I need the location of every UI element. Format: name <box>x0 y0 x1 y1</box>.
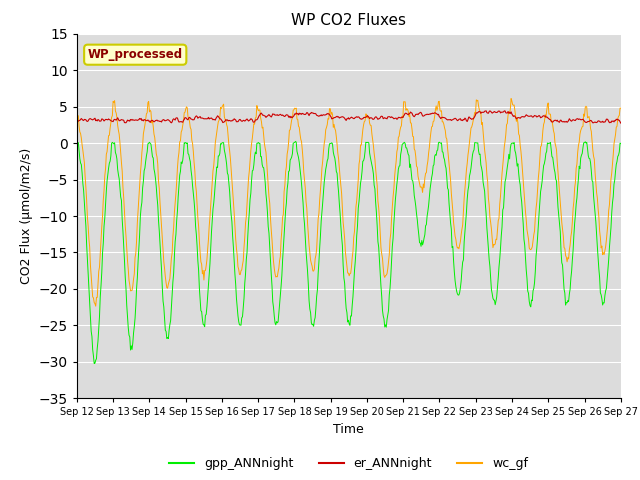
wc_gf <box>73 112 81 118</box>
er_ANNnight <box>223 118 230 123</box>
gpp_ANNnight <box>417 240 424 246</box>
Y-axis label: CO2 Flux (μmol/m2/s): CO2 Flux (μmol/m2/s) <box>20 148 33 284</box>
gpp_ANNnight <box>83 241 90 247</box>
wc_gf <box>431 107 439 112</box>
wc_gf <box>83 197 90 203</box>
er_ANNnight <box>194 115 202 121</box>
wc_gf <box>223 124 231 130</box>
gpp_ANNnight <box>617 141 625 146</box>
gpp_ANNnight <box>73 140 81 145</box>
gpp_ANNnight <box>433 153 440 158</box>
Line: gpp_ANNnight: gpp_ANNnight <box>77 142 621 363</box>
er_ANNnight <box>73 118 81 124</box>
er_ANNnight <box>617 120 625 126</box>
gpp_ANNnight <box>223 170 231 176</box>
er_ANNnight <box>415 111 422 117</box>
er_ANNnight <box>83 118 90 124</box>
X-axis label: Time: Time <box>333 423 364 436</box>
gpp_ANNnight <box>292 139 300 144</box>
wc_gf <box>140 131 147 137</box>
wc_gf <box>195 223 202 229</box>
wc_gf <box>617 105 625 111</box>
gpp_ANNnight <box>195 267 202 273</box>
Line: er_ANNnight: er_ANNnight <box>77 111 621 123</box>
er_ANNnight <box>431 110 438 116</box>
wc_gf <box>508 96 515 101</box>
Title: WP CO2 Fluxes: WP CO2 Fluxes <box>291 13 406 28</box>
wc_gf <box>416 180 424 186</box>
gpp_ANNnight <box>140 179 147 184</box>
er_ANNnight <box>483 108 490 114</box>
Legend: gpp_ANNnight, er_ANNnight, wc_gf: gpp_ANNnight, er_ANNnight, wc_gf <box>164 452 533 475</box>
wc_gf <box>92 303 100 309</box>
Text: WP_processed: WP_processed <box>88 48 183 61</box>
er_ANNnight <box>139 117 147 123</box>
Line: wc_gf: wc_gf <box>77 98 621 306</box>
gpp_ANNnight <box>90 360 98 366</box>
